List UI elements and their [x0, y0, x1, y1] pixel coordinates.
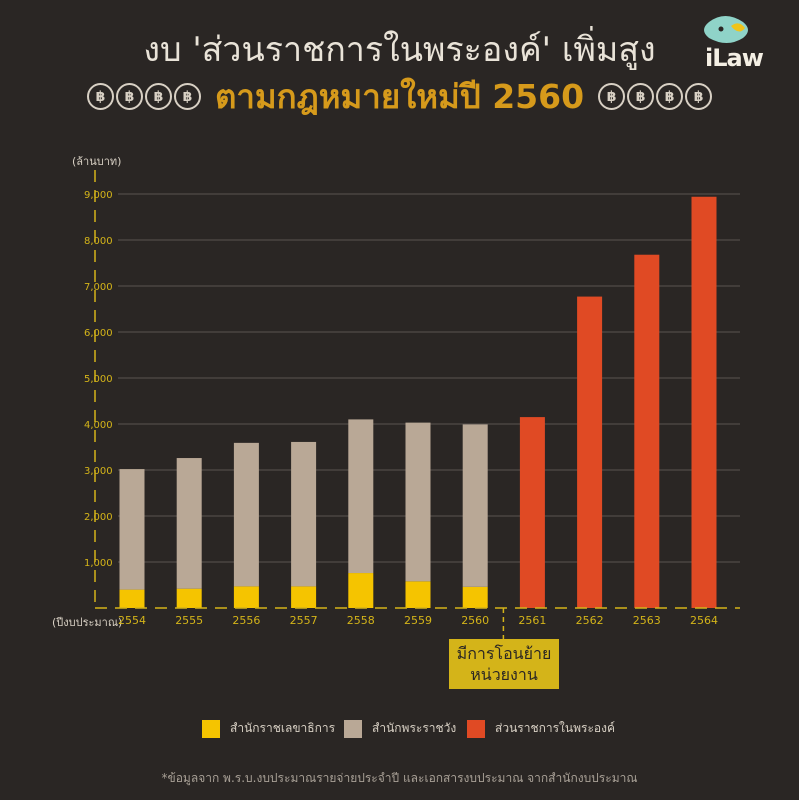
x-tick-label: 2559: [404, 614, 432, 627]
x-tick-label: 2563: [633, 614, 661, 627]
baht-coin-icon: ฿: [86, 83, 114, 110]
bar-segment: [233, 586, 259, 608]
y-tick-label: 6,000: [84, 328, 113, 339]
legend-item-secretariat: สำนักราชเลขาธิการ: [202, 719, 335, 738]
y-tick-label: 8,000: [84, 236, 113, 247]
bar-segment: [577, 296, 603, 608]
bar-segment: [691, 196, 717, 608]
baht-coin-icon: ฿: [656, 83, 684, 110]
legend-label: ส่วนราชการในพระองค์: [495, 721, 615, 735]
transfer-annotation: มีการโอนย้าย หน่วยงาน: [449, 639, 559, 689]
chart-title-line2-row: ฿ ฿ ฿ ฿ ตามกฎหมายใหม่ปี 2560 ฿ ฿ ฿ ฿: [0, 70, 799, 123]
bar-segment: [405, 422, 431, 582]
baht-coin-icon: ฿: [598, 83, 626, 110]
legend-item-bureau-royal-household: สำนักพระราชวัง: [344, 719, 456, 738]
baht-coin-icon: ฿: [685, 83, 713, 110]
x-tick-label: 2560: [461, 614, 489, 627]
x-tick-label: 2557: [290, 614, 318, 627]
x-tick-label: 2555: [175, 614, 203, 627]
x-tick-label: 2558: [347, 614, 375, 627]
ilaw-logo-text: iLaw: [705, 44, 764, 72]
baht-coin-icon: ฿: [627, 83, 655, 110]
coin-group-right: ฿ ฿ ฿ ฿: [598, 83, 713, 110]
x-tick-label: 2554: [118, 614, 146, 627]
chart-title-line2: ตามกฎหมายใหม่ปี 2560: [214, 77, 585, 116]
legend-label: สำนักราชเลขาธิการ: [230, 721, 336, 735]
bar-segment: [462, 424, 488, 587]
legend-swatch: [344, 719, 362, 738]
baht-coin-icon: ฿: [144, 83, 172, 110]
y-tick-label: 3,000: [84, 466, 113, 477]
bar-segment: [176, 458, 202, 589]
bar-segment: [519, 417, 545, 608]
x-tick-label: 2562: [576, 614, 604, 627]
legend-swatch: [467, 719, 485, 738]
bar-segment: [119, 469, 145, 590]
y-tick-label: 4,000: [84, 420, 113, 431]
baht-coin-icon: ฿: [173, 83, 201, 110]
bar-segment: [119, 589, 145, 608]
coin-group-left: ฿ ฿ ฿ ฿: [86, 83, 201, 110]
x-tick-label: 2556: [232, 614, 260, 627]
x-axis-label: (ปีงบประมาณ): [52, 616, 123, 629]
bar-segment: [405, 581, 431, 608]
x-tick-label: 2564: [690, 614, 718, 627]
y-tick-label: 1,000: [84, 558, 113, 569]
bar-segment: [634, 254, 660, 608]
legend-label: สำนักพระราชวัง: [372, 721, 457, 735]
legend-swatch: [202, 719, 220, 738]
bar-segment: [176, 588, 202, 608]
ilaw-logo-icon: [704, 16, 748, 43]
bar-segment: [348, 573, 374, 608]
y-axis-unit-label: (ล้านบาท): [72, 155, 122, 168]
y-tick-label: 9,000: [84, 190, 113, 201]
baht-coin-icon: ฿: [115, 83, 143, 110]
y-tick-label: 5,000: [84, 374, 113, 385]
bar-segment: [291, 441, 317, 587]
y-tick-label: 7,000: [84, 282, 113, 293]
transfer-annotation-line2: หน่วยงาน: [470, 665, 538, 684]
source-note: *ข้อมูลจาก พ.ร.บ.งบประมาณรายจ่ายประจำปี …: [161, 771, 638, 785]
bar-segment: [291, 586, 317, 608]
transfer-annotation-line1: มีการโอนย้าย: [456, 644, 552, 663]
bar-segment: [233, 442, 259, 587]
y-tick-label: 2,000: [84, 512, 113, 523]
legend-item-royal-agencies: ส่วนราชการในพระองค์: [467, 719, 615, 738]
bar-segment: [462, 586, 488, 608]
chart-title-line1: งบ 'ส่วนราชการในพระองค์' เพิ่มสูง: [143, 30, 656, 70]
x-tick-label: 2561: [518, 614, 546, 627]
bar-segment: [348, 419, 374, 574]
